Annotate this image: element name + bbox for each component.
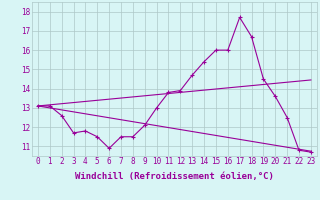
X-axis label: Windchill (Refroidissement éolien,°C): Windchill (Refroidissement éolien,°C) <box>75 172 274 181</box>
